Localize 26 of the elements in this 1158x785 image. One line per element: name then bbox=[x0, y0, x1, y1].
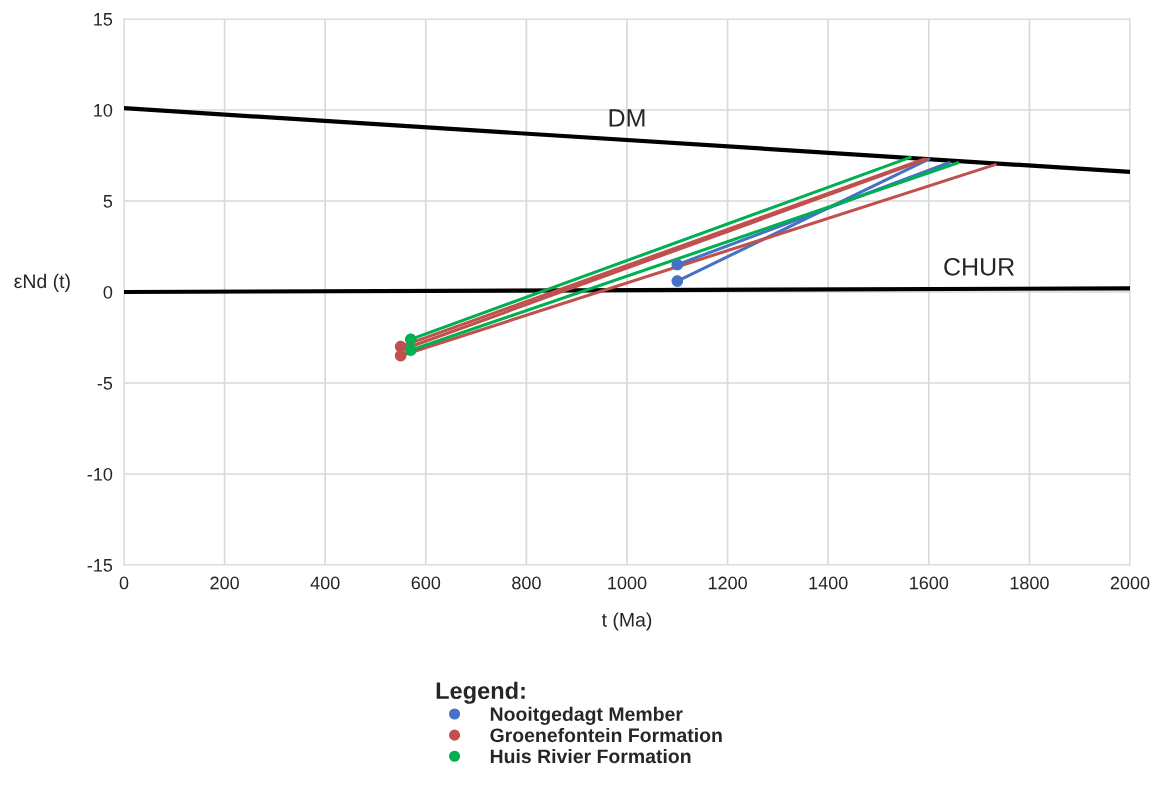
x-tick-label: 200 bbox=[210, 576, 239, 590]
x-tick-label: 600 bbox=[411, 576, 441, 590]
x-tick-label: 1800 bbox=[1010, 576, 1049, 590]
legend-label: Nooitgedagt Member bbox=[490, 706, 683, 725]
y-tick-label: -5 bbox=[97, 377, 113, 390]
y-tick-label: 5 bbox=[103, 195, 113, 208]
x-tick-label: 1400 bbox=[809, 576, 848, 590]
legend-label: Groenefontein Formation bbox=[490, 727, 722, 743]
x-tick-label: 2000 bbox=[1110, 576, 1150, 590]
series-label: CHUR bbox=[944, 257, 1015, 276]
x-tick-label: 1000 bbox=[608, 576, 647, 590]
y-axis-title: εNd (t) bbox=[14, 273, 70, 292]
x-tick-label: 800 bbox=[512, 576, 541, 590]
y-tick-label: -15 bbox=[87, 559, 113, 572]
series-label: DM bbox=[609, 109, 645, 127]
x-tick-label: 0 bbox=[119, 576, 129, 590]
x-tick-label: 400 bbox=[310, 576, 340, 590]
y-tick-label: 15 bbox=[94, 13, 113, 26]
y-tick-label: -10 bbox=[87, 467, 113, 481]
y-tick-label: 10 bbox=[94, 103, 113, 117]
legend-title: Legend: bbox=[436, 681, 525, 704]
x-tick-label: 1600 bbox=[910, 576, 949, 590]
x-axis-title: t (Ma) bbox=[601, 612, 652, 631]
legend-label: Huis Rivier Formation bbox=[490, 748, 691, 764]
y-tick-label: 0 bbox=[103, 285, 113, 299]
x-tick-label: 1200 bbox=[708, 576, 747, 590]
